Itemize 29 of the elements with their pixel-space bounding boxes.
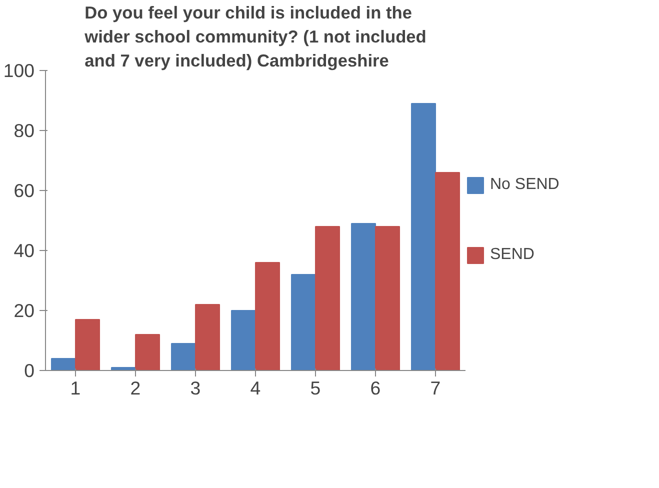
bar — [255, 262, 280, 370]
bar — [75, 319, 100, 370]
y-tick-label: 40 — [14, 240, 35, 261]
y-tick-label: 60 — [14, 180, 35, 201]
x-tick-label: 1 — [70, 378, 81, 398]
legend-label: SEND — [490, 246, 534, 264]
x-tick-label: 7 — [430, 378, 441, 398]
chart-title: Do you feel your child is included in the wider school community? (1 not included and 7 very included) Cambridgeshire — [84, 2, 426, 70]
x-tick-label: 2 — [130, 378, 141, 398]
bar — [135, 334, 160, 370]
y-tick-label: 80 — [14, 120, 35, 141]
x-tick-label: 5 — [310, 378, 321, 398]
x-tick-label: 4 — [250, 378, 261, 398]
y-tick-label: 20 — [14, 300, 35, 321]
bar — [51, 358, 76, 370]
x-tick-label: 3 — [190, 378, 201, 398]
x-tick-label: 6 — [370, 378, 381, 398]
bar — [231, 310, 256, 370]
y-tick-label: 0 — [24, 360, 35, 381]
legend-label: No SEND — [490, 176, 560, 194]
bar — [375, 226, 400, 370]
bar — [195, 304, 220, 370]
bar — [411, 103, 436, 370]
bar — [351, 223, 376, 370]
bar — [435, 172, 460, 370]
bar — [291, 274, 316, 370]
bar — [315, 226, 340, 370]
bar — [171, 343, 196, 370]
y-tick-label: 100 — [3, 60, 35, 81]
